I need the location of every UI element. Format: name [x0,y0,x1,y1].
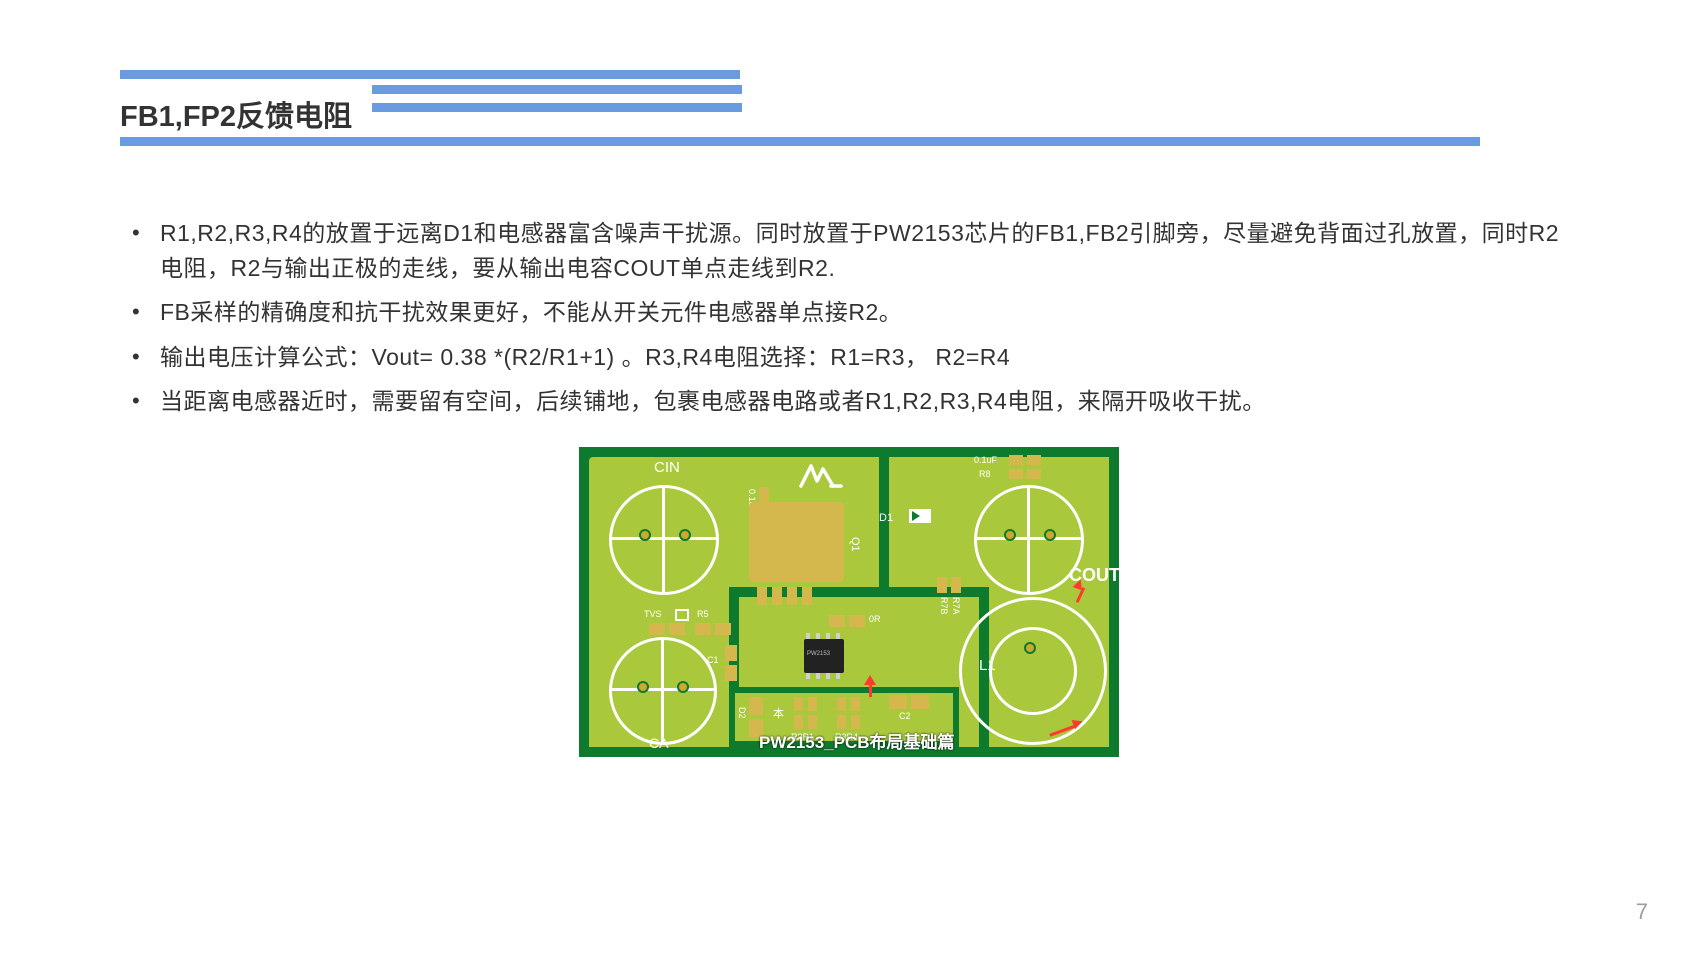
via [679,529,691,541]
bullet-item: R1,R2,R3,R4的放置于远离D1和电感器富含噪声干扰源。同时放置于PW21… [160,216,1578,285]
smd-pad [1027,469,1041,479]
bullet-item: 输出电压计算公式：Vout= 0.38 *(R2/R1+1) 。R3,R4电阻选… [160,340,1578,375]
title-row: FB1,FP2反馈电阻 [120,85,1578,135]
smd-pad [725,645,737,661]
smd-pad [1009,455,1023,465]
decorative-line-top [120,70,740,79]
silk-label-r7a: R7A [951,597,961,615]
smd-pad [937,577,947,593]
via [1004,529,1016,541]
diode-triangle-icon [912,511,920,521]
pad-row-r3r4 [837,715,860,729]
smd-pad [715,623,731,635]
brand-logo [799,461,843,498]
silk-label-ca: CA [649,735,668,751]
silk-label-r5: R5 [697,609,709,619]
smd-pad [1009,469,1023,479]
via [637,681,649,693]
decorative-line-full [120,137,1480,146]
pad-row [757,587,812,605]
silk-label-0r: 0R [869,614,881,624]
smd-pad [829,615,845,627]
silk-label-d2: D2 [737,707,747,719]
inductor-inner-circle [989,627,1077,715]
silk-label-l1: L1 [979,657,996,674]
silk-label-tvs: TVS [644,609,662,619]
smd-pad [725,665,737,681]
pad-row-r2r1 [794,697,817,711]
silk-label-d1: D1 [879,512,893,524]
silk-label-r7b: R7B [939,597,949,615]
bullet-item: FB采样的精确度和抗干扰效果更好，不能从开关元件电感器单点接R2。 [160,295,1578,330]
via [677,681,689,693]
cap-footprint-cout-upper [974,485,1084,595]
smd-pad [849,615,865,627]
smd-pad [669,623,685,635]
via [1044,529,1056,541]
smd-pad [889,695,907,709]
smd-pad [649,623,665,635]
silk-label-ben: 本 [773,705,784,721]
smd-pad [911,695,929,709]
page-number: 7 [1636,899,1648,925]
smd-pad [749,697,763,715]
smd-pad [1027,455,1041,465]
silk-label-cin: CIN [654,459,680,476]
silk-label-c1: C1 [707,655,719,665]
pcb-board: CIN 0.1uF Q1 D1 0.1uF R8 [579,447,1119,757]
figure-caption: PW2153_PCB布局基础篇 [759,728,955,753]
decorative-line-mid-1 [372,85,742,94]
bullet-item: 当距离电感器近时，需要留有空间，后续铺地，包裹电感器电路或者R1,R2,R3,R… [160,384,1578,419]
pad-row-r3r4 [837,697,860,711]
smd-pad [695,623,711,635]
decorative-line-mid-2 [372,103,742,112]
via [1024,642,1036,654]
silk-label-01uf: 0.1uF [974,455,997,465]
tvs-symbol-icon [675,609,689,621]
silk-label-q1: Q1 [849,537,861,552]
bullet-list: R1,R2,R3,R4的放置于远离D1和电感器富含噪声干扰源。同时放置于PW21… [120,216,1578,419]
pad-row-r2r1 [794,715,817,729]
via [639,529,651,541]
figure-container: CIN 0.1uF Q1 D1 0.1uF R8 [120,447,1578,757]
cap-footprint-cin [609,485,719,595]
silk-label-r8: R8 [979,469,991,479]
page-title: FB1,FP2反馈电阻 [120,85,372,135]
q1-pad [749,502,844,582]
annotation-arrowhead [864,675,876,685]
ic-chip: PW2153 [804,639,844,673]
silk-label-c2: C2 [899,711,911,721]
smd-pad [951,577,961,593]
chip-marking: PW2153 [807,651,830,657]
cap-footprint-ca [609,637,717,745]
decorative-lines-right [372,85,742,121]
header-block: FB1,FP2反馈电阻 [120,70,1578,146]
